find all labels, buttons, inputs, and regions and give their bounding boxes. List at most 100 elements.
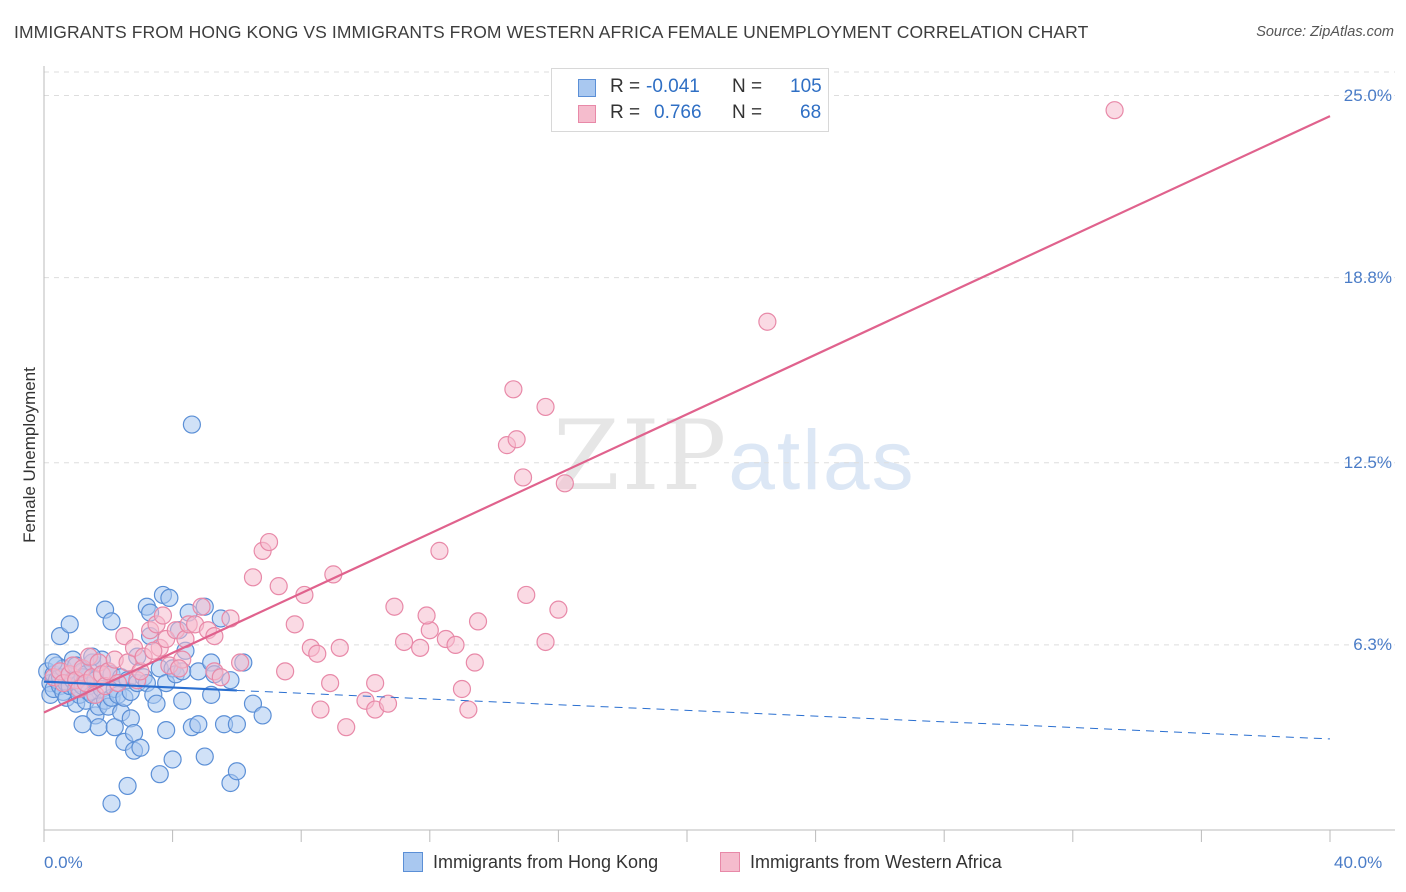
western-africa-point — [446, 635, 465, 655]
x-tick-label-min: 0.0% — [44, 853, 83, 872]
hong-kong-trend-line — [43, 680, 237, 692]
hong-kong-point — [195, 747, 214, 766]
western-africa-point — [507, 430, 526, 449]
western-africa-point — [231, 653, 250, 672]
hong-kong-point — [147, 694, 166, 713]
y-tick-label: 12.5% — [1343, 452, 1392, 472]
western-africa-legend-label: Immigrants from Western Africa — [750, 852, 1002, 872]
western-africa-point — [504, 380, 523, 399]
axes — [43, 66, 1395, 842]
n-label: N = — [732, 102, 763, 123]
western-africa-point — [276, 662, 295, 681]
hong-kong-point — [118, 776, 137, 796]
western-africa-point — [430, 541, 449, 560]
n-label: N = — [732, 76, 763, 97]
western-africa-point — [308, 644, 327, 663]
hong-kong-point — [163, 750, 182, 769]
western-africa-point — [517, 585, 536, 605]
hong-kong-point — [131, 738, 150, 757]
hong-kong-trend-extension — [236, 689, 1331, 740]
n-value: 68 — [800, 102, 822, 123]
hong-kong-point — [73, 715, 92, 734]
grid-lines — [44, 71, 1395, 646]
y-tick-label: 6.3% — [1353, 634, 1392, 654]
western-africa-point — [337, 718, 356, 737]
western-africa-point — [465, 653, 484, 672]
r-value: 0.766 — [654, 102, 702, 123]
western-africa-point — [115, 626, 134, 646]
hong-kong-point — [189, 715, 208, 734]
n-value: 105 — [790, 76, 822, 97]
western-africa-point — [321, 674, 340, 693]
western-africa-point — [269, 577, 288, 596]
source-credit: Source: ZipAtlas.com — [1256, 24, 1394, 40]
western-africa-point — [513, 468, 533, 487]
y-tick-label: 18.8% — [1343, 267, 1392, 287]
western-africa-point — [144, 641, 163, 660]
hong-kong-swatch — [578, 79, 596, 97]
western-africa-point — [211, 668, 230, 687]
chart-title: IMMIGRANTS FROM HONG KONG VS IMMIGRANTS … — [14, 22, 1089, 42]
western-africa-point — [411, 638, 430, 657]
western-africa-point — [153, 606, 173, 625]
western-africa-point — [285, 615, 304, 634]
western-africa-point — [385, 597, 404, 616]
western-africa-point — [536, 632, 555, 652]
hong-kong-point — [253, 706, 272, 725]
hong-kong-point — [50, 626, 70, 646]
western-africa-point — [536, 397, 555, 417]
western-africa-point — [452, 679, 472, 699]
hong-kong-point — [227, 715, 246, 734]
western-africa-point — [468, 612, 488, 631]
western-africa-point — [192, 597, 211, 616]
western-africa-point — [1105, 101, 1124, 120]
hong-kong-point — [150, 765, 169, 784]
western-africa-point — [459, 700, 478, 719]
correlation-legend: R = -0.041 N = 105 R = 0.766 N = 68 — [551, 68, 829, 132]
watermark: ZIPatlas — [553, 400, 916, 512]
western-africa-point — [549, 600, 568, 619]
r-label: R = — [610, 102, 641, 123]
watermark-atlas: atlas — [728, 413, 916, 507]
hong-kong-point — [173, 691, 192, 710]
hong-kong-point — [160, 588, 179, 607]
western-africa-point — [259, 532, 279, 552]
western-africa-trend-line — [43, 115, 1331, 714]
western-africa-point — [417, 606, 436, 625]
r-label: R = — [610, 76, 641, 97]
hong-kong-point — [89, 718, 108, 737]
western-africa-point — [394, 632, 414, 652]
western-africa-point — [169, 659, 189, 678]
hong-kong-point — [182, 415, 201, 434]
western-africa-swatch — [578, 105, 596, 123]
hong-kong-point — [202, 685, 221, 704]
legend-item-western-africa: Immigrants from Western Africa — [720, 852, 1002, 873]
hong-kong-point — [60, 615, 79, 634]
western-africa-points — [44, 101, 1124, 737]
watermark-zip: ZIP — [553, 400, 729, 512]
western-africa-point — [378, 694, 398, 713]
western-africa-point — [758, 312, 777, 331]
western-africa-point — [330, 638, 349, 657]
western-africa-legend-swatch — [720, 852, 740, 872]
hong-kong-point — [243, 694, 263, 713]
hong-kong-point — [102, 612, 121, 631]
hong-kong-point — [227, 762, 246, 781]
hong-kong-point — [157, 721, 176, 740]
western-africa-point — [311, 700, 330, 719]
western-africa-point — [243, 568, 263, 587]
hong-kong-point — [102, 794, 121, 813]
legend-item-hong-kong: Immigrants from Hong Kong — [403, 852, 658, 873]
trend-lines — [43, 115, 1331, 740]
western-africa-point — [420, 621, 439, 640]
hong-kong-point — [121, 709, 140, 728]
hong-kong-legend-label: Immigrants from Hong Kong — [433, 852, 659, 872]
western-africa-point — [366, 674, 385, 693]
y-axis-label: Female Unemployment — [20, 367, 39, 543]
x-tick-label-max: 40.0% — [1334, 853, 1383, 872]
western-africa-point — [555, 474, 574, 493]
hong-kong-legend-swatch — [403, 852, 423, 872]
y-tick-label: 25.0% — [1343, 85, 1392, 105]
r-value: -0.041 — [646, 76, 700, 97]
